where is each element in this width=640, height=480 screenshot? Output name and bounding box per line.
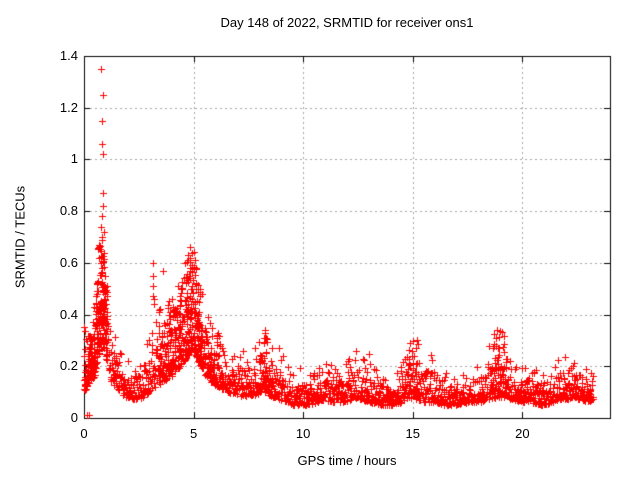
x-tick-label: 15 (405, 426, 420, 441)
x-tick-label: 10 (295, 426, 311, 441)
y-tick-label: 1.2 (59, 99, 78, 115)
y-axis-label-text: SRMTID / TECUs (12, 185, 28, 289)
y-tick-label: 0 (70, 410, 78, 425)
x-axis-label: GPS time / hours (297, 453, 397, 468)
y-tick-label: 0.8 (59, 203, 78, 219)
x-tick-label: 5 (189, 426, 198, 441)
x-tick-label: 20 (515, 426, 530, 441)
y-tick-label: 0.4 (59, 306, 78, 322)
y-tick-label: 1.4 (59, 48, 78, 63)
x-tick-label: 0 (80, 426, 88, 441)
y-tick-label: 0.6 (59, 254, 78, 270)
y-tick-label: 0.2 (59, 358, 78, 374)
y-tick-label: 1 (70, 151, 78, 167)
